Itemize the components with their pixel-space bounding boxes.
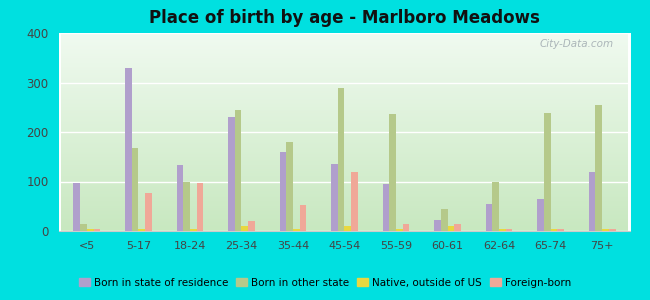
Bar — [344, 226, 351, 231]
Bar — [493, 182, 499, 231]
Bar — [293, 229, 300, 231]
Bar — [589, 172, 595, 231]
Bar — [602, 229, 609, 231]
Bar — [454, 224, 461, 231]
Bar — [190, 229, 196, 231]
Legend: Born in state of residence, Born in other state, Native, outside of US, Foreign-: Born in state of residence, Born in othe… — [75, 274, 575, 292]
Bar — [557, 229, 564, 231]
Bar — [125, 68, 132, 231]
Bar — [280, 152, 286, 231]
Bar — [609, 229, 616, 231]
Bar — [396, 229, 403, 231]
Bar — [241, 226, 248, 231]
Bar — [351, 172, 358, 231]
Title: Place of birth by age - Marlboro Meadows: Place of birth by age - Marlboro Meadows — [149, 9, 540, 27]
Bar — [499, 229, 506, 231]
Bar — [448, 226, 454, 231]
Bar — [73, 183, 80, 231]
Bar — [538, 199, 544, 231]
Bar — [94, 229, 100, 231]
Bar — [138, 229, 145, 231]
Bar — [196, 183, 203, 231]
Bar — [87, 229, 94, 231]
Bar — [300, 205, 306, 231]
Bar — [389, 114, 396, 231]
Bar — [177, 165, 183, 231]
Bar — [228, 117, 235, 231]
Text: City-Data.com: City-Data.com — [540, 39, 614, 49]
Bar — [551, 229, 557, 231]
Bar — [235, 110, 241, 231]
Bar — [486, 204, 493, 231]
Bar — [248, 221, 255, 231]
Bar — [403, 224, 410, 231]
Bar — [145, 194, 151, 231]
Bar — [331, 164, 338, 231]
Bar — [183, 182, 190, 231]
Bar — [383, 184, 389, 231]
Bar — [506, 229, 512, 231]
Bar — [132, 148, 138, 231]
Bar — [595, 105, 602, 231]
Bar — [80, 224, 87, 231]
Bar — [544, 113, 551, 231]
Bar — [286, 142, 293, 231]
Bar — [338, 88, 344, 231]
Bar — [441, 209, 448, 231]
Bar — [434, 220, 441, 231]
